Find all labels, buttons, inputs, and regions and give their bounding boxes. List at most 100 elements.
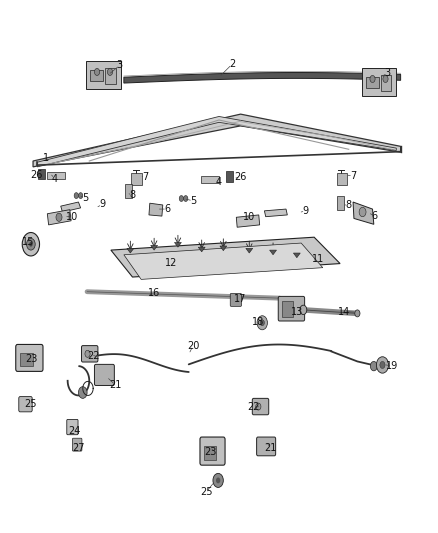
Text: 7: 7 [142,172,148,182]
FancyBboxPatch shape [381,76,391,91]
Polygon shape [293,253,300,258]
FancyBboxPatch shape [230,294,241,306]
Text: 5: 5 [190,196,196,206]
Polygon shape [111,237,340,277]
FancyBboxPatch shape [278,296,304,321]
FancyBboxPatch shape [20,353,32,366]
Text: 23: 23 [204,447,216,457]
Polygon shape [33,114,401,167]
Polygon shape [124,243,323,279]
Polygon shape [174,243,181,247]
Circle shape [74,192,78,198]
Text: 25: 25 [200,487,212,497]
Text: 13: 13 [291,306,303,317]
Text: 22: 22 [247,402,260,412]
Text: 22: 22 [87,351,100,361]
Text: 16: 16 [148,288,160,298]
Text: 1: 1 [43,153,49,163]
Circle shape [78,192,83,198]
Text: 21: 21 [109,380,121,390]
Text: 6: 6 [164,204,170,214]
Text: 20: 20 [187,341,199,351]
Text: 15: 15 [21,237,34,247]
Polygon shape [149,203,163,216]
FancyBboxPatch shape [337,196,343,209]
Circle shape [256,403,261,410]
Polygon shape [37,117,396,167]
Text: 23: 23 [25,353,38,364]
Circle shape [371,361,377,371]
FancyBboxPatch shape [95,365,114,385]
FancyBboxPatch shape [105,68,116,84]
Text: 25: 25 [25,399,37,409]
Text: 4: 4 [52,174,58,183]
Circle shape [380,361,385,368]
Circle shape [355,310,360,317]
Polygon shape [220,246,227,251]
Circle shape [260,320,265,326]
FancyBboxPatch shape [226,171,233,182]
Text: 17: 17 [234,294,247,304]
FancyBboxPatch shape [47,172,66,179]
Text: 6: 6 [371,211,378,221]
Circle shape [179,196,184,201]
Text: 3: 3 [117,60,123,70]
Text: 7: 7 [350,171,356,181]
Circle shape [22,232,39,256]
Text: 14: 14 [338,306,350,317]
FancyBboxPatch shape [19,397,32,412]
Polygon shape [246,248,253,253]
FancyBboxPatch shape [125,184,132,198]
Polygon shape [124,72,401,83]
Circle shape [376,357,389,373]
FancyBboxPatch shape [67,419,78,435]
Circle shape [257,316,268,330]
Text: 10: 10 [66,212,78,222]
FancyBboxPatch shape [72,438,82,451]
Text: 12: 12 [165,258,178,268]
FancyBboxPatch shape [282,301,293,317]
Circle shape [300,305,307,314]
FancyBboxPatch shape [131,173,141,185]
Circle shape [213,473,223,488]
Polygon shape [265,209,287,217]
Text: 26: 26 [234,172,247,182]
Polygon shape [61,202,81,212]
Text: 26: 26 [30,170,42,180]
Circle shape [56,213,62,221]
Circle shape [370,76,375,83]
FancyBboxPatch shape [16,344,43,372]
Text: 10: 10 [243,212,255,222]
Text: 19: 19 [386,361,398,371]
Circle shape [85,350,90,357]
FancyBboxPatch shape [366,77,378,88]
Polygon shape [236,215,260,227]
Polygon shape [353,202,374,224]
Polygon shape [270,250,276,255]
Circle shape [27,238,35,250]
FancyBboxPatch shape [362,68,396,96]
Text: 24: 24 [68,425,80,435]
FancyBboxPatch shape [90,70,103,82]
Polygon shape [47,209,71,225]
FancyBboxPatch shape [200,437,225,465]
FancyBboxPatch shape [257,437,276,456]
Text: 5: 5 [82,193,88,203]
Text: 9: 9 [99,199,105,209]
Polygon shape [151,245,158,250]
Text: 9: 9 [302,206,308,216]
Text: 21: 21 [265,443,277,453]
Circle shape [95,68,100,76]
Circle shape [184,196,188,201]
Text: 2: 2 [229,59,235,69]
Text: 4: 4 [216,176,222,187]
Text: 27: 27 [72,443,85,453]
FancyBboxPatch shape [86,61,121,89]
Text: 8: 8 [130,190,136,200]
Circle shape [29,242,32,247]
Circle shape [107,68,113,76]
Text: 8: 8 [346,200,352,210]
FancyBboxPatch shape [337,173,347,185]
Polygon shape [198,247,205,252]
Circle shape [216,478,220,483]
